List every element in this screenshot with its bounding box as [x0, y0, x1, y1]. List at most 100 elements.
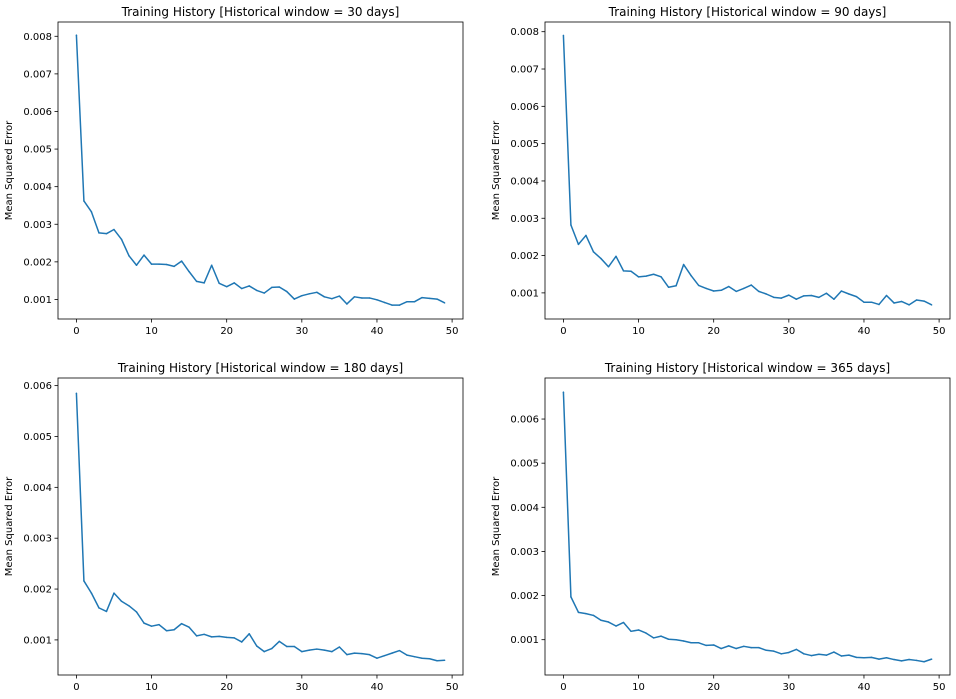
x-tick-label: 40	[858, 326, 871, 337]
data-point	[758, 646, 760, 649]
data-point	[848, 654, 850, 656]
data-point	[135, 264, 138, 266]
y-axis-label: Mean Squared Error	[491, 476, 502, 576]
data-point	[630, 630, 632, 633]
data-point	[428, 657, 431, 660]
chart-panel-3: Training History [Historical window = 18…	[4, 361, 464, 693]
data-point	[908, 304, 910, 306]
y-tick-label: 0.003	[510, 547, 539, 558]
data-point	[900, 300, 903, 303]
data-point	[158, 263, 160, 265]
y-tick-label: 0.004	[510, 503, 539, 514]
data-point	[585, 612, 587, 615]
data-point	[150, 263, 153, 265]
x-tick-label: 20	[220, 326, 233, 337]
data-point	[413, 300, 416, 303]
data-point	[165, 630, 168, 632]
y-tick-label: 0.005	[510, 459, 539, 470]
data-point	[810, 654, 813, 657]
data-point	[293, 645, 296, 648]
chart-panel-4: Training History [Historical window = 36…	[491, 361, 951, 693]
data-point	[361, 652, 363, 655]
data-point	[562, 34, 565, 37]
x-tick-label: 0	[73, 326, 79, 337]
data-point	[908, 658, 910, 661]
data-point	[368, 653, 371, 656]
y-tick-label: 0.001	[510, 635, 539, 646]
chart-title: Training History [Historical window = 18…	[117, 361, 403, 375]
data-point	[406, 300, 408, 303]
data-point	[120, 238, 123, 241]
data-point	[712, 290, 715, 292]
data-point	[210, 264, 213, 266]
data-point	[105, 610, 108, 613]
x-tick-label: 20	[707, 326, 720, 337]
data-point	[720, 289, 722, 292]
data-point	[690, 642, 692, 644]
x-tick-label: 50	[933, 682, 946, 693]
x-tick-label: 30	[295, 326, 308, 337]
data-point	[188, 626, 190, 628]
data-point	[436, 660, 438, 662]
data-point	[113, 592, 115, 594]
axes-frame	[544, 377, 951, 676]
chart-title: Training History [Historical window = 36…	[604, 361, 890, 375]
data-point	[788, 651, 790, 654]
data-point	[742, 645, 745, 648]
data-point	[263, 650, 266, 653]
data-point	[203, 282, 205, 284]
data-point	[765, 293, 768, 295]
data-point	[765, 649, 768, 652]
x-tick-label: 0	[73, 682, 79, 693]
data-point	[930, 304, 933, 306]
y-tick-label: 0.005	[23, 145, 52, 156]
data-point	[173, 265, 175, 268]
series-line	[75, 35, 445, 306]
data-point	[773, 650, 775, 652]
data-point	[180, 260, 183, 262]
data-point	[421, 296, 423, 299]
data-point	[615, 625, 617, 627]
axes-frame	[544, 21, 951, 320]
data-point	[652, 637, 655, 639]
data-point	[316, 648, 318, 650]
data-point	[795, 298, 798, 300]
data-point	[105, 232, 108, 235]
data-point	[607, 266, 610, 268]
data-point	[915, 299, 918, 301]
data-point	[585, 234, 587, 237]
data-point	[120, 600, 123, 603]
x-tick-label: 20	[220, 682, 233, 693]
data-point	[308, 649, 311, 651]
data-point	[75, 392, 78, 395]
data-point	[900, 660, 903, 662]
data-point	[443, 659, 446, 662]
data-point	[667, 638, 670, 641]
x-tick-label: 0	[560, 326, 566, 337]
y-tick-label: 0.003	[510, 214, 539, 225]
data-point	[248, 633, 250, 635]
data-point	[383, 654, 386, 657]
data-point	[383, 301, 386, 304]
data-point	[353, 652, 356, 654]
data-point	[128, 605, 130, 607]
data-point	[338, 295, 341, 297]
data-point	[690, 274, 692, 277]
data-point	[667, 286, 670, 289]
series-line	[562, 392, 932, 663]
y-axis-label: Mean Squared Error	[491, 120, 502, 220]
data-point	[870, 301, 873, 303]
data-point	[263, 292, 266, 294]
data-point	[308, 293, 311, 295]
data-point	[195, 280, 198, 283]
data-point	[697, 284, 700, 287]
y-tick-label: 0.001	[510, 288, 539, 299]
data-point	[803, 295, 805, 297]
y-tick-label: 0.004	[510, 176, 539, 187]
data-point	[203, 633, 205, 636]
data-point	[840, 655, 843, 657]
data-point	[780, 653, 783, 655]
data-point	[660, 276, 662, 278]
y-tick-label: 0.006	[510, 415, 539, 426]
data-point	[577, 243, 580, 246]
